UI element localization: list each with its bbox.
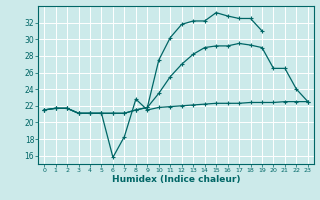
X-axis label: Humidex (Indice chaleur): Humidex (Indice chaleur) (112, 175, 240, 184)
